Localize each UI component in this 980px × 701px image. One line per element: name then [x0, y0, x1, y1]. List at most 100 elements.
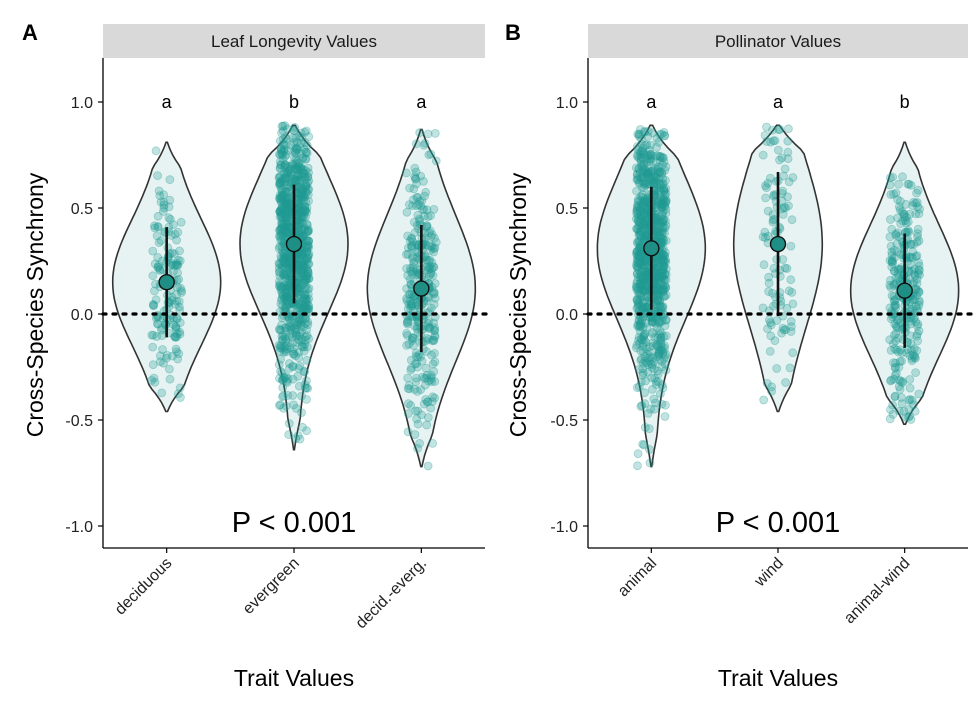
data-point — [304, 301, 314, 311]
data-point — [303, 251, 313, 261]
data-point — [276, 207, 286, 217]
data-point — [175, 383, 185, 393]
data-point — [279, 205, 289, 215]
y-tick-label: 0.5 — [71, 201, 93, 218]
data-point — [302, 426, 312, 436]
data-point — [911, 368, 920, 378]
data-point — [296, 260, 306, 270]
data-point — [281, 197, 291, 207]
data-point — [298, 206, 308, 216]
data-point — [636, 125, 645, 134]
data-point — [289, 174, 299, 184]
data-point — [295, 163, 305, 173]
mean-marker-evergreen — [285, 235, 303, 253]
data-point — [281, 186, 291, 196]
data-point — [304, 236, 313, 246]
data-point — [904, 412, 913, 422]
data-point — [407, 269, 417, 279]
data-point — [165, 374, 175, 384]
data-point — [302, 227, 312, 237]
data-point — [912, 188, 921, 198]
data-point — [283, 229, 293, 239]
data-point — [645, 458, 655, 468]
data-point — [294, 202, 304, 212]
data-point — [275, 171, 285, 181]
data-point — [303, 289, 313, 299]
data-point — [886, 275, 895, 285]
data-point — [299, 231, 308, 241]
data-point — [275, 149, 284, 159]
data-point — [303, 284, 312, 294]
data-point — [644, 353, 654, 363]
data-point — [304, 226, 313, 236]
data-point — [280, 288, 290, 298]
panel-b: B Pollinator Values -1.0 -0.5 0.0 0.5 1.0 Cross… — [505, 20, 976, 691]
data-point — [281, 252, 291, 262]
data-point — [284, 299, 294, 309]
data-point — [788, 348, 798, 358]
data-point — [281, 270, 291, 280]
data-point — [297, 303, 307, 313]
data-point — [281, 214, 291, 224]
data-point — [289, 344, 299, 354]
data-point — [278, 263, 287, 273]
data-point — [634, 332, 644, 342]
data-point — [913, 285, 922, 295]
data-point — [277, 368, 287, 378]
data-point — [911, 252, 921, 262]
data-point — [303, 259, 313, 269]
data-point — [291, 158, 301, 168]
data-point — [289, 137, 299, 147]
data-point — [301, 174, 310, 184]
data-point — [775, 124, 785, 134]
data-point — [304, 241, 313, 251]
data-point — [788, 299, 798, 309]
data-point — [761, 193, 770, 203]
data-point — [282, 204, 292, 214]
data-point — [886, 215, 895, 224]
data-point — [301, 243, 311, 253]
data-point — [278, 290, 288, 300]
data-point — [299, 366, 309, 376]
data-point — [283, 195, 292, 205]
data-point — [297, 190, 307, 200]
data-point — [303, 304, 313, 314]
data-point — [159, 200, 169, 210]
data-point — [299, 208, 309, 218]
data-point — [275, 207, 285, 216]
data-point — [284, 182, 293, 192]
panel-label: B — [505, 20, 521, 45]
data-point — [277, 254, 286, 264]
data-point — [633, 197, 643, 207]
data-point — [283, 227, 293, 237]
data-point — [300, 367, 310, 377]
data-point — [411, 406, 421, 416]
data-point — [635, 279, 645, 289]
data-point — [292, 330, 302, 340]
data-point — [292, 337, 302, 347]
data-point — [304, 132, 314, 142]
data-point — [278, 176, 288, 186]
data-point — [289, 400, 299, 410]
data-point — [274, 258, 284, 268]
data-point — [762, 183, 771, 193]
data-point — [280, 151, 290, 161]
y-tick-label: -0.5 — [65, 413, 93, 430]
points-deciduous — [147, 146, 186, 402]
data-point — [297, 218, 307, 228]
data-point — [297, 185, 306, 195]
data-point — [279, 372, 289, 382]
data-point — [304, 334, 314, 344]
data-point — [302, 271, 312, 281]
data-point — [302, 253, 312, 263]
data-point — [275, 281, 285, 291]
data-point — [298, 265, 308, 275]
data-point — [281, 223, 291, 232]
data-point — [166, 230, 176, 240]
data-point — [280, 223, 290, 233]
data-point — [650, 177, 660, 186]
data-point — [274, 324, 284, 334]
data-point — [763, 206, 773, 216]
data-point — [280, 177, 289, 187]
data-point — [302, 383, 311, 393]
